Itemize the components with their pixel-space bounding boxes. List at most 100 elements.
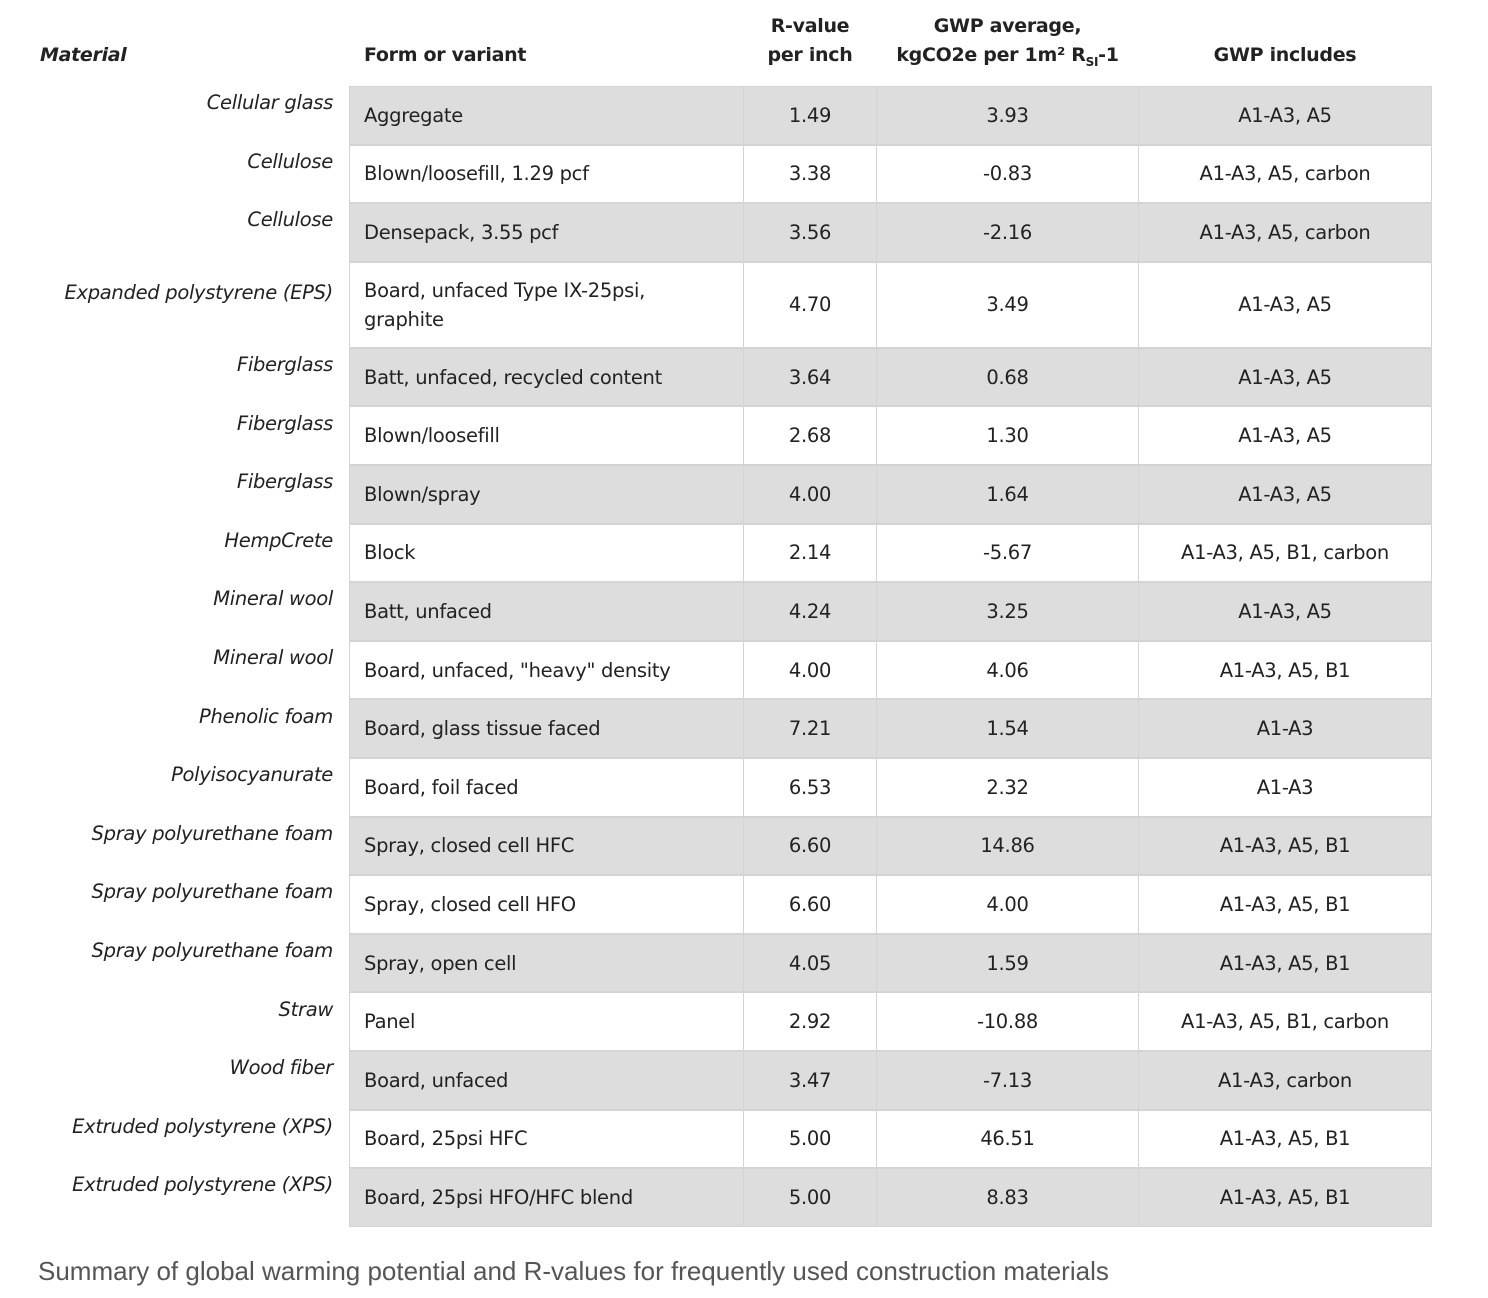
cell-form-text: Densepack, 3.55 pcf — [364, 220, 559, 244]
cell-includes-text: A1-A3, A5, B1 — [1219, 951, 1351, 975]
cell-material: Fiberglass — [236, 353, 333, 377]
cell-rvalue: 4.00 — [743, 465, 877, 524]
cell-material: Cellular glass — [206, 91, 334, 115]
cell-form: Blown/loosefill, 1.29 pcf — [349, 144, 744, 204]
cell-form-text: Blown/spray — [364, 482, 481, 506]
table-row: Wood fiber Board, unfaced 3.47 -7.13 A1-A3, … — [0, 1051, 1488, 1110]
cell-material: Extruded polystyrene (XPS) — [72, 1173, 333, 1197]
cell-includes: A1-A3, A5 — [1138, 261, 1432, 348]
cell-form-text: Spray, closed cell HFO — [364, 892, 576, 916]
cell-gwp-text: 4.00 — [986, 892, 1029, 916]
header-gwp-sub: SI — [1085, 54, 1099, 69]
cell-rvalue-text: 2.14 — [788, 541, 832, 565]
cell-gwp: -7.13 — [876, 1051, 1139, 1110]
cell-includes: A1-A3, A5, B1 — [1138, 1109, 1432, 1169]
table-row: Spray polyurethane foam Spray, open cell 4… — [0, 933, 1488, 993]
cell-gwp: 14.86 — [876, 816, 1139, 876]
table-row: HempCrete Block 2.14 -5.67 A1-A3, A5, B1, ca… — [0, 523, 1488, 583]
cell-includes: A1-A3, A5, carbon — [1138, 144, 1432, 204]
cell-form: Board, 25psi HFO/HFC blend — [349, 1168, 744, 1227]
cell-form-text: Board, unfaced — [364, 1068, 509, 1092]
cell-form-text: Batt, unfaced, recycled content — [364, 365, 662, 389]
header-gwp-exp: -1 — [1098, 44, 1119, 66]
cell-form: Board, unfaced — [349, 1051, 744, 1110]
cell-form: Spray, open cell — [349, 933, 744, 993]
cell-rvalue-text: 4.70 — [788, 293, 832, 317]
cell-form-text: Board, 25psi HFC — [364, 1127, 528, 1151]
cell-gwp: 1.64 — [876, 465, 1139, 524]
cell-gwp-text: 2.32 — [986, 775, 1029, 799]
cell-rvalue: 4.70 — [743, 261, 877, 348]
cell-includes-text: A1-A3, A5, carbon — [1199, 220, 1371, 244]
table-row: Fiberglass Batt, unfaced, recycled conten… — [0, 347, 1488, 407]
table-row: Spray polyurethane foam Spray, closed cel… — [0, 816, 1488, 876]
cell-form: Batt, unfaced — [349, 582, 744, 641]
cell-includes: A1-A3, A5, B1, carbon — [1138, 992, 1432, 1051]
cell-rvalue: 7.21 — [743, 699, 877, 758]
cell-form: Board, 25psi HFC — [349, 1109, 744, 1169]
table-row: Spray polyurethane foam Spray, closed cel… — [0, 875, 1488, 934]
table-row: Straw Panel 2.92 -10.88 A1-A3, A5, B1, carbo… — [0, 992, 1488, 1051]
header-includes: GWP includes — [1213, 44, 1357, 66]
table-row: Extruded polystyrene (XPS) Board, 25psi H… — [0, 1109, 1488, 1169]
cell-includes-text: A1-A3, A5, carbon — [1199, 162, 1371, 186]
table-header: Material Form or variant R-value per inc… — [0, 0, 1488, 86]
cell-material: Fiberglass — [236, 411, 333, 435]
cell-material: Extruded polystyrene (XPS) — [72, 1114, 333, 1138]
table-caption: Summary of global warming potential and … — [38, 1256, 1109, 1286]
cell-includes-text: A1-A3, carbon — [1218, 1068, 1352, 1092]
cell-rvalue-text: 5.00 — [788, 1127, 832, 1151]
table-row: Mineral wool Batt, unfaced 4.24 3.25 A1-A3, … — [0, 582, 1488, 641]
cell-form-text: Spray, open cell — [364, 951, 517, 975]
cell-gwp-text: 1.54 — [986, 717, 1029, 741]
cell-includes-text: A1-A3, A5, B1 — [1219, 892, 1351, 916]
table-row: Phenolic foam Board, glass tissue faced 7.… — [0, 699, 1488, 758]
cell-gwp-text: -2.16 — [983, 220, 1032, 244]
cell-includes-text: A1-A3, A5, B1, carbon — [1181, 541, 1389, 565]
cell-gwp-text: 0.68 — [986, 365, 1029, 389]
cell-includes-text: A1-A3, A5, B1, carbon — [1181, 1010, 1389, 1034]
cell-includes-text: A1-A3, A5 — [1238, 482, 1332, 506]
cell-form: Spray, closed cell HFO — [349, 875, 744, 934]
table-row: Cellular glass Aggregate 1.49 3.93 A1-A3, A5 — [0, 86, 1488, 145]
cell-rvalue-text: 3.47 — [788, 1068, 832, 1092]
cell-material: Spray polyurethane foam — [91, 880, 334, 904]
cell-form: Block — [349, 523, 744, 583]
cell-gwp-text: -7.13 — [983, 1068, 1032, 1092]
cell-rvalue-text: 4.00 — [788, 658, 832, 682]
cell-rvalue-text: 3.56 — [788, 220, 832, 244]
header-rvalue: R-value per inch — [743, 12, 877, 70]
cell-form-text: Panel — [364, 1010, 416, 1034]
cell-form-text: Board, unfaced, "heavy" density — [364, 658, 671, 682]
header-gwp-line1: GWP average, — [933, 15, 1082, 37]
cell-includes-text: A1-A3, A5 — [1238, 293, 1332, 317]
cell-form-text: Board, unfaced Type IX-25psi, graphite — [364, 278, 645, 331]
table-row: Cellulose Densepack, 3.55 pcf 3.56 -2.16 A1-… — [0, 203, 1488, 262]
header-form: Form or variant — [364, 44, 527, 66]
cell-rvalue: 6.53 — [743, 758, 877, 817]
cell-rvalue: 4.00 — [743, 640, 877, 700]
cell-includes: A1-A3, A5 — [1138, 347, 1432, 407]
cell-includes-text: A1-A3, A5 — [1238, 599, 1332, 623]
cell-form-text: Batt, unfaced — [364, 599, 492, 623]
cell-gwp: 2.32 — [876, 758, 1139, 817]
cell-form: Blown/loosefill — [349, 406, 744, 465]
cell-material: Cellulose — [247, 149, 333, 173]
cell-form: Aggregate — [349, 86, 744, 145]
cell-form: Board, unfaced, "heavy" density — [349, 640, 744, 700]
cell-includes: A1-A3, A5, B1 — [1138, 1168, 1432, 1227]
cell-gwp-text: 46.51 — [980, 1127, 1035, 1151]
cell-rvalue: 5.00 — [743, 1109, 877, 1169]
cell-gwp: 46.51 — [876, 1109, 1139, 1169]
cell-form-text: Board, glass tissue faced — [364, 717, 601, 741]
cell-includes: A1-A3, A5 — [1138, 582, 1432, 641]
cell-gwp: 0.68 — [876, 347, 1139, 407]
cell-rvalue: 3.56 — [743, 203, 877, 262]
cell-rvalue: 1.49 — [743, 86, 877, 145]
cell-includes-text: A1-A3, A5, B1 — [1219, 658, 1351, 682]
cell-material: Phenolic foam — [199, 704, 333, 728]
cell-form: Densepack, 3.55 pcf — [349, 203, 744, 262]
cell-includes-text: A1-A3, A5 — [1238, 103, 1332, 127]
table-row: Expanded polystyrene (EPS) Board, unfaced… — [0, 261, 1488, 348]
table-row: Extruded polystyrene (XPS) Board, 25psi H… — [0, 1168, 1488, 1227]
